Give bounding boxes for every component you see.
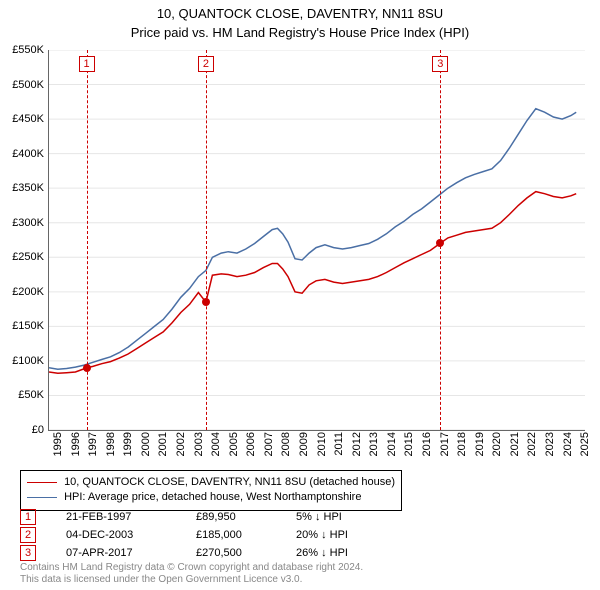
x-tick-label: 2002	[175, 432, 187, 462]
x-tick-label: 2010	[316, 432, 328, 462]
x-tick-label: 2007	[263, 432, 275, 462]
x-tick-label: 2009	[298, 432, 310, 462]
attribution-line: Contains HM Land Registry data © Crown c…	[20, 562, 363, 574]
x-tick-label: 2008	[280, 432, 292, 462]
x-tick-label: 2019	[474, 432, 486, 462]
events-table: 1 21-FEB-1997 £89,950 5% ↓ HPI 2 04-DEC-…	[20, 508, 396, 562]
event-label-box: 3	[432, 56, 448, 72]
event-price: £270,500	[196, 547, 296, 559]
y-tick-label: £250K	[4, 251, 44, 263]
chart-container: 10, QUANTOCK CLOSE, DAVENTRY, NN11 8SU P…	[0, 0, 600, 590]
event-line	[87, 50, 88, 430]
x-tick-label: 2022	[526, 432, 538, 462]
x-tick-label: 2024	[562, 432, 574, 462]
x-tick-label: 2001	[157, 432, 169, 462]
event-date: 21-FEB-1997	[66, 511, 196, 523]
legend: 10, QUANTOCK CLOSE, DAVENTRY, NN11 8SU (…	[20, 470, 402, 511]
legend-swatch-0	[27, 482, 57, 483]
event-dot	[202, 298, 210, 306]
x-tick-label: 2021	[509, 432, 521, 462]
event-label-box: 1	[79, 56, 95, 72]
attribution: Contains HM Land Registry data © Crown c…	[20, 562, 363, 586]
event-date: 04-DEC-2003	[66, 529, 196, 541]
x-tick-label: 2006	[245, 432, 257, 462]
legend-swatch-1	[27, 497, 57, 498]
x-tick-label: 1999	[122, 432, 134, 462]
attribution-line: This data is licensed under the Open Gov…	[20, 574, 363, 586]
x-tick-label: 2014	[386, 432, 398, 462]
y-tick-label: £200K	[4, 286, 44, 298]
x-tick-label: 2017	[439, 432, 451, 462]
x-tick-label: 2005	[228, 432, 240, 462]
event-diff: 5% ↓ HPI	[296, 511, 396, 523]
event-marker: 1	[20, 509, 36, 525]
legend-row: HPI: Average price, detached house, West…	[27, 490, 395, 505]
event-label-box: 2	[198, 56, 214, 72]
y-tick-label: £50K	[4, 389, 44, 401]
x-tick-label: 2003	[193, 432, 205, 462]
x-tick-label: 2015	[403, 432, 415, 462]
event-price: £185,000	[196, 529, 296, 541]
y-tick-label: £300K	[4, 217, 44, 229]
event-price: £89,950	[196, 511, 296, 523]
event-row: 3 07-APR-2017 £270,500 26% ↓ HPI	[20, 544, 396, 562]
event-row: 1 21-FEB-1997 £89,950 5% ↓ HPI	[20, 508, 396, 526]
x-tick-label: 2020	[491, 432, 503, 462]
event-date: 07-APR-2017	[66, 547, 196, 559]
x-tick-label: 1996	[70, 432, 82, 462]
y-tick-label: £500K	[4, 79, 44, 91]
x-tick-label: 2016	[421, 432, 433, 462]
event-diff: 26% ↓ HPI	[296, 547, 396, 559]
chart-subtitle: Price paid vs. HM Land Registry's House …	[0, 23, 600, 40]
x-tick-label: 2012	[351, 432, 363, 462]
y-tick-label: £450K	[4, 113, 44, 125]
x-tick-label: 1998	[105, 432, 117, 462]
event-marker: 2	[20, 527, 36, 543]
x-tick-label: 2011	[333, 432, 345, 462]
event-dot	[83, 364, 91, 372]
y-tick-label: £0	[4, 424, 44, 436]
event-dot	[436, 239, 444, 247]
y-tick-label: £150K	[4, 320, 44, 332]
legend-label-0: 10, QUANTOCK CLOSE, DAVENTRY, NN11 8SU (…	[64, 476, 395, 488]
y-tick-label: £400K	[4, 148, 44, 160]
x-tick-label: 2018	[456, 432, 468, 462]
x-tick-label: 1995	[52, 432, 64, 462]
event-line	[206, 50, 207, 430]
x-tick-label: 2025	[579, 432, 591, 462]
x-tick-label: 2004	[210, 432, 222, 462]
y-tick-label: £100K	[4, 355, 44, 367]
y-tick-label: £350K	[4, 182, 44, 194]
x-tick-label: 2023	[544, 432, 556, 462]
chart-title: 10, QUANTOCK CLOSE, DAVENTRY, NN11 8SU	[0, 0, 600, 23]
event-diff: 20% ↓ HPI	[296, 529, 396, 541]
legend-row: 10, QUANTOCK CLOSE, DAVENTRY, NN11 8SU (…	[27, 475, 395, 490]
x-tick-label: 2013	[368, 432, 380, 462]
plot-area: 1 2 3	[48, 50, 585, 431]
x-tick-label: 1997	[87, 432, 99, 462]
y-tick-label: £550K	[4, 44, 44, 56]
event-marker: 3	[20, 545, 36, 561]
event-row: 2 04-DEC-2003 £185,000 20% ↓ HPI	[20, 526, 396, 544]
x-tick-label: 2000	[140, 432, 152, 462]
legend-label-1: HPI: Average price, detached house, West…	[64, 491, 361, 503]
